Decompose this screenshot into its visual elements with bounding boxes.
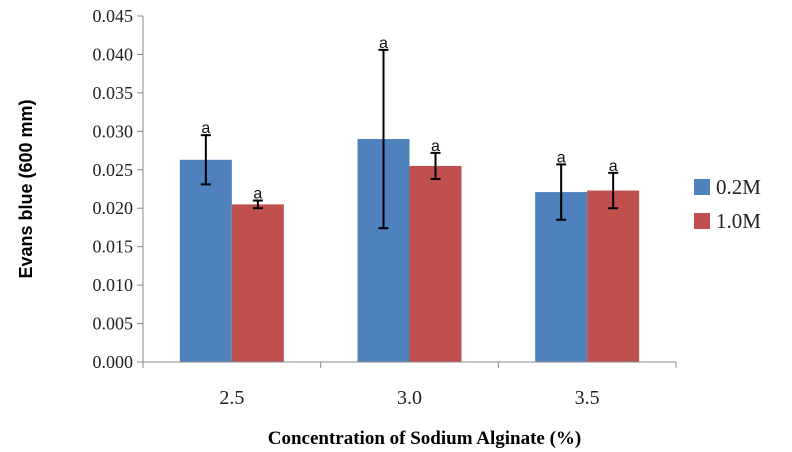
y-axis-title: Evans blue (600 mm) [16,99,36,278]
legend-swatch [694,213,710,229]
bars-layer [179,139,640,362]
significance-label: a [253,186,262,203]
significance-label: a [557,149,566,166]
x-axis-title: Concentration of Sodium Alginate (%) [268,428,582,449]
y-tick-label: 0.010 [93,275,134,295]
significance-label: a [201,120,210,137]
y-tick-label: 0.045 [93,6,134,26]
y-tick-label: 0.020 [93,198,134,218]
error-bars-layer [200,48,619,230]
y-tick-label: 0.025 [93,160,134,180]
bar [587,190,640,362]
y-tick-label: 0.030 [93,121,134,141]
legend: 0.2M 1.0M [694,175,761,233]
significance-labels-layer: a a a a a a [201,35,617,203]
x-tick-label: 3.0 [397,387,422,409]
legend-swatch [694,179,710,195]
y-tick-label: 0.005 [93,314,134,334]
y-tick-label: 0.035 [93,83,134,103]
y-tick-label: 0.000 [93,352,134,372]
y-tick-label: 0.040 [93,44,134,64]
x-ticks-layer: 2.5 3.0 3.5 [142,362,677,409]
legend-label: 1.0M [716,209,761,233]
significance-label: a [609,158,618,175]
bar [231,204,284,362]
legend-label: 0.2M [716,175,761,199]
bar [409,165,462,362]
bar [179,159,232,362]
x-tick-label: 2.5 [219,387,244,409]
x-tick-label: 3.5 [575,387,600,409]
significance-label: a [431,138,440,155]
y-tick-label: 0.015 [93,237,134,257]
significance-label: a [379,35,388,52]
axes-layer [142,16,676,363]
y-ticks-layer: 0.000 0.005 0.010 0.015 0.020 0.025 0.030 0.035… [93,6,143,372]
